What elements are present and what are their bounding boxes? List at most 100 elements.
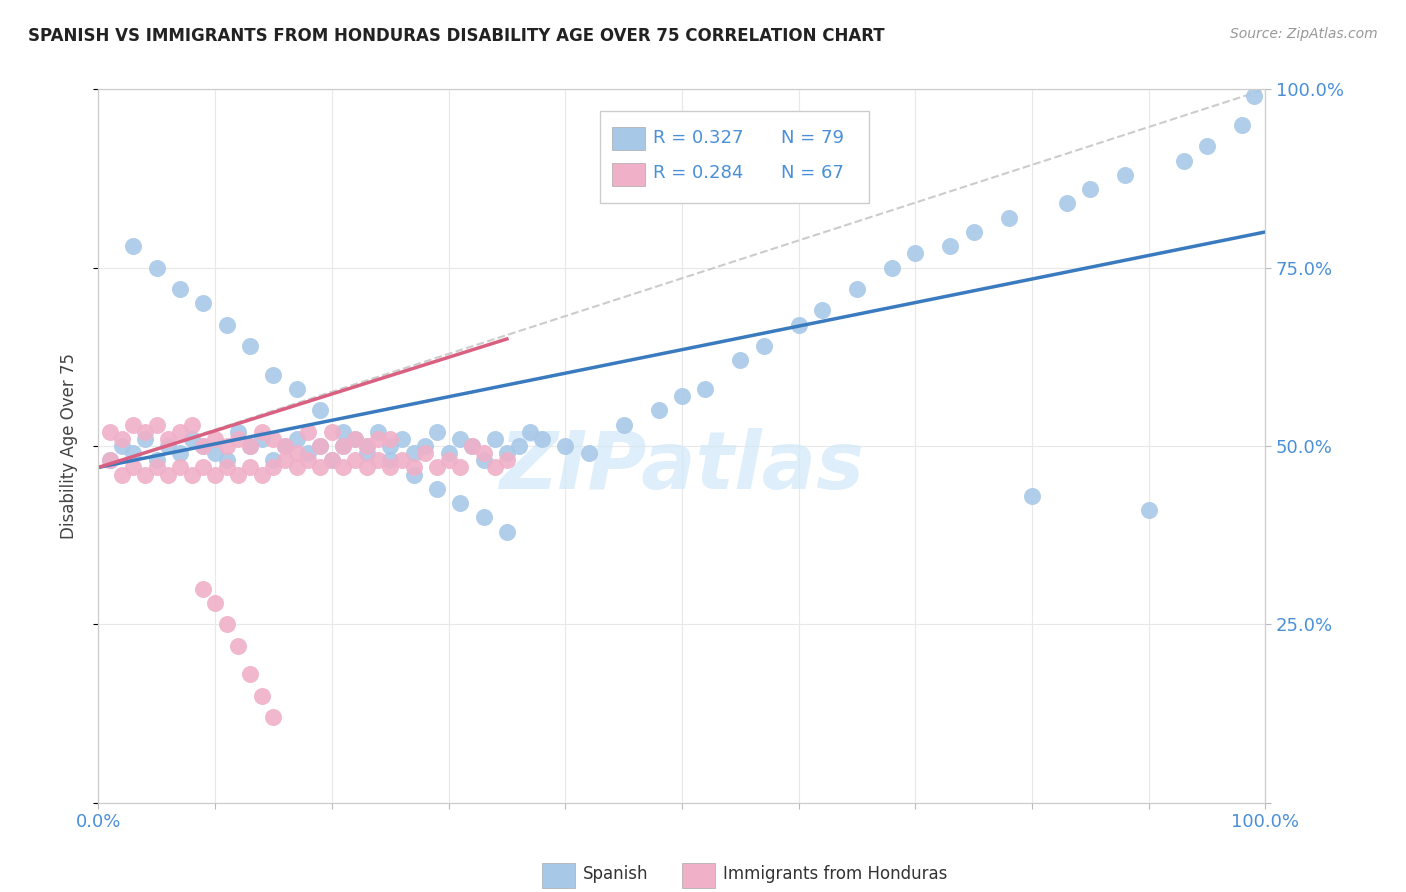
- Point: [484, 460, 506, 475]
- Point: [122, 460, 145, 475]
- Point: [1114, 168, 1136, 182]
- Point: [228, 467, 250, 482]
- Point: [332, 425, 354, 439]
- Point: [309, 439, 332, 453]
- Point: [98, 453, 121, 467]
- Point: [962, 225, 984, 239]
- Point: [332, 439, 354, 453]
- Point: [380, 453, 402, 467]
- Point: [413, 446, 436, 460]
- Point: [146, 417, 169, 432]
- Point: [309, 403, 332, 417]
- Bar: [612, 127, 644, 150]
- Bar: [541, 863, 575, 888]
- Point: [297, 446, 319, 460]
- Text: Immigrants from Honduras: Immigrants from Honduras: [723, 865, 948, 883]
- Point: [344, 453, 367, 467]
- Point: [262, 368, 284, 382]
- Point: [904, 246, 927, 260]
- Point: [169, 460, 191, 475]
- Point: [321, 425, 343, 439]
- Point: [228, 432, 250, 446]
- Point: [449, 496, 471, 510]
- Point: [578, 446, 600, 460]
- Point: [356, 446, 378, 460]
- Point: [1056, 196, 1078, 211]
- Point: [204, 596, 226, 610]
- Point: [321, 453, 343, 467]
- Point: [426, 482, 449, 496]
- Point: [380, 460, 402, 475]
- Text: Source: ZipAtlas.com: Source: ZipAtlas.com: [1230, 27, 1378, 41]
- Point: [297, 425, 319, 439]
- Point: [157, 432, 180, 446]
- Point: [228, 639, 250, 653]
- Bar: [612, 162, 644, 186]
- Point: [484, 432, 506, 446]
- Point: [461, 439, 484, 453]
- Point: [997, 211, 1019, 225]
- Text: R = 0.327: R = 0.327: [652, 128, 744, 146]
- Point: [356, 439, 378, 453]
- Bar: [682, 863, 714, 888]
- Point: [250, 467, 273, 482]
- Point: [122, 446, 145, 460]
- Point: [285, 432, 308, 446]
- Point: [344, 432, 367, 446]
- Point: [880, 260, 903, 275]
- Point: [262, 710, 284, 724]
- Point: [285, 460, 308, 475]
- Point: [449, 460, 471, 475]
- Point: [193, 439, 215, 453]
- Point: [169, 282, 191, 296]
- Point: [496, 453, 519, 467]
- Point: [437, 446, 460, 460]
- Point: [1243, 89, 1265, 103]
- Point: [146, 460, 169, 475]
- Point: [356, 460, 378, 475]
- Point: [472, 510, 495, 524]
- Point: [1197, 139, 1219, 153]
- Point: [215, 460, 238, 475]
- Point: [285, 446, 308, 460]
- Point: [180, 467, 202, 482]
- Point: [134, 432, 156, 446]
- Point: [449, 432, 471, 446]
- Point: [367, 453, 389, 467]
- Point: [321, 453, 343, 467]
- Point: [461, 439, 484, 453]
- Point: [367, 425, 389, 439]
- Point: [297, 453, 319, 467]
- Point: [274, 439, 297, 453]
- Point: [391, 432, 413, 446]
- Point: [98, 425, 121, 439]
- Point: [1137, 503, 1160, 517]
- Point: [204, 432, 226, 446]
- Point: [215, 318, 238, 332]
- Point: [111, 439, 134, 453]
- Point: [157, 467, 180, 482]
- Point: [111, 432, 134, 446]
- Text: N = 79: N = 79: [782, 128, 844, 146]
- Point: [262, 460, 284, 475]
- Point: [111, 467, 134, 482]
- Point: [402, 446, 425, 460]
- Point: [309, 439, 332, 453]
- Point: [285, 382, 308, 396]
- Point: [250, 425, 273, 439]
- Point: [250, 432, 273, 446]
- Point: [647, 403, 669, 417]
- Point: [530, 432, 553, 446]
- Point: [157, 439, 180, 453]
- Point: [846, 282, 869, 296]
- Point: [239, 460, 262, 475]
- Point: [332, 460, 354, 475]
- Point: [356, 439, 378, 453]
- Point: [380, 439, 402, 453]
- Text: Spanish: Spanish: [582, 865, 648, 883]
- Point: [508, 439, 530, 453]
- Point: [426, 425, 449, 439]
- Point: [309, 460, 332, 475]
- Point: [391, 453, 413, 467]
- Point: [169, 425, 191, 439]
